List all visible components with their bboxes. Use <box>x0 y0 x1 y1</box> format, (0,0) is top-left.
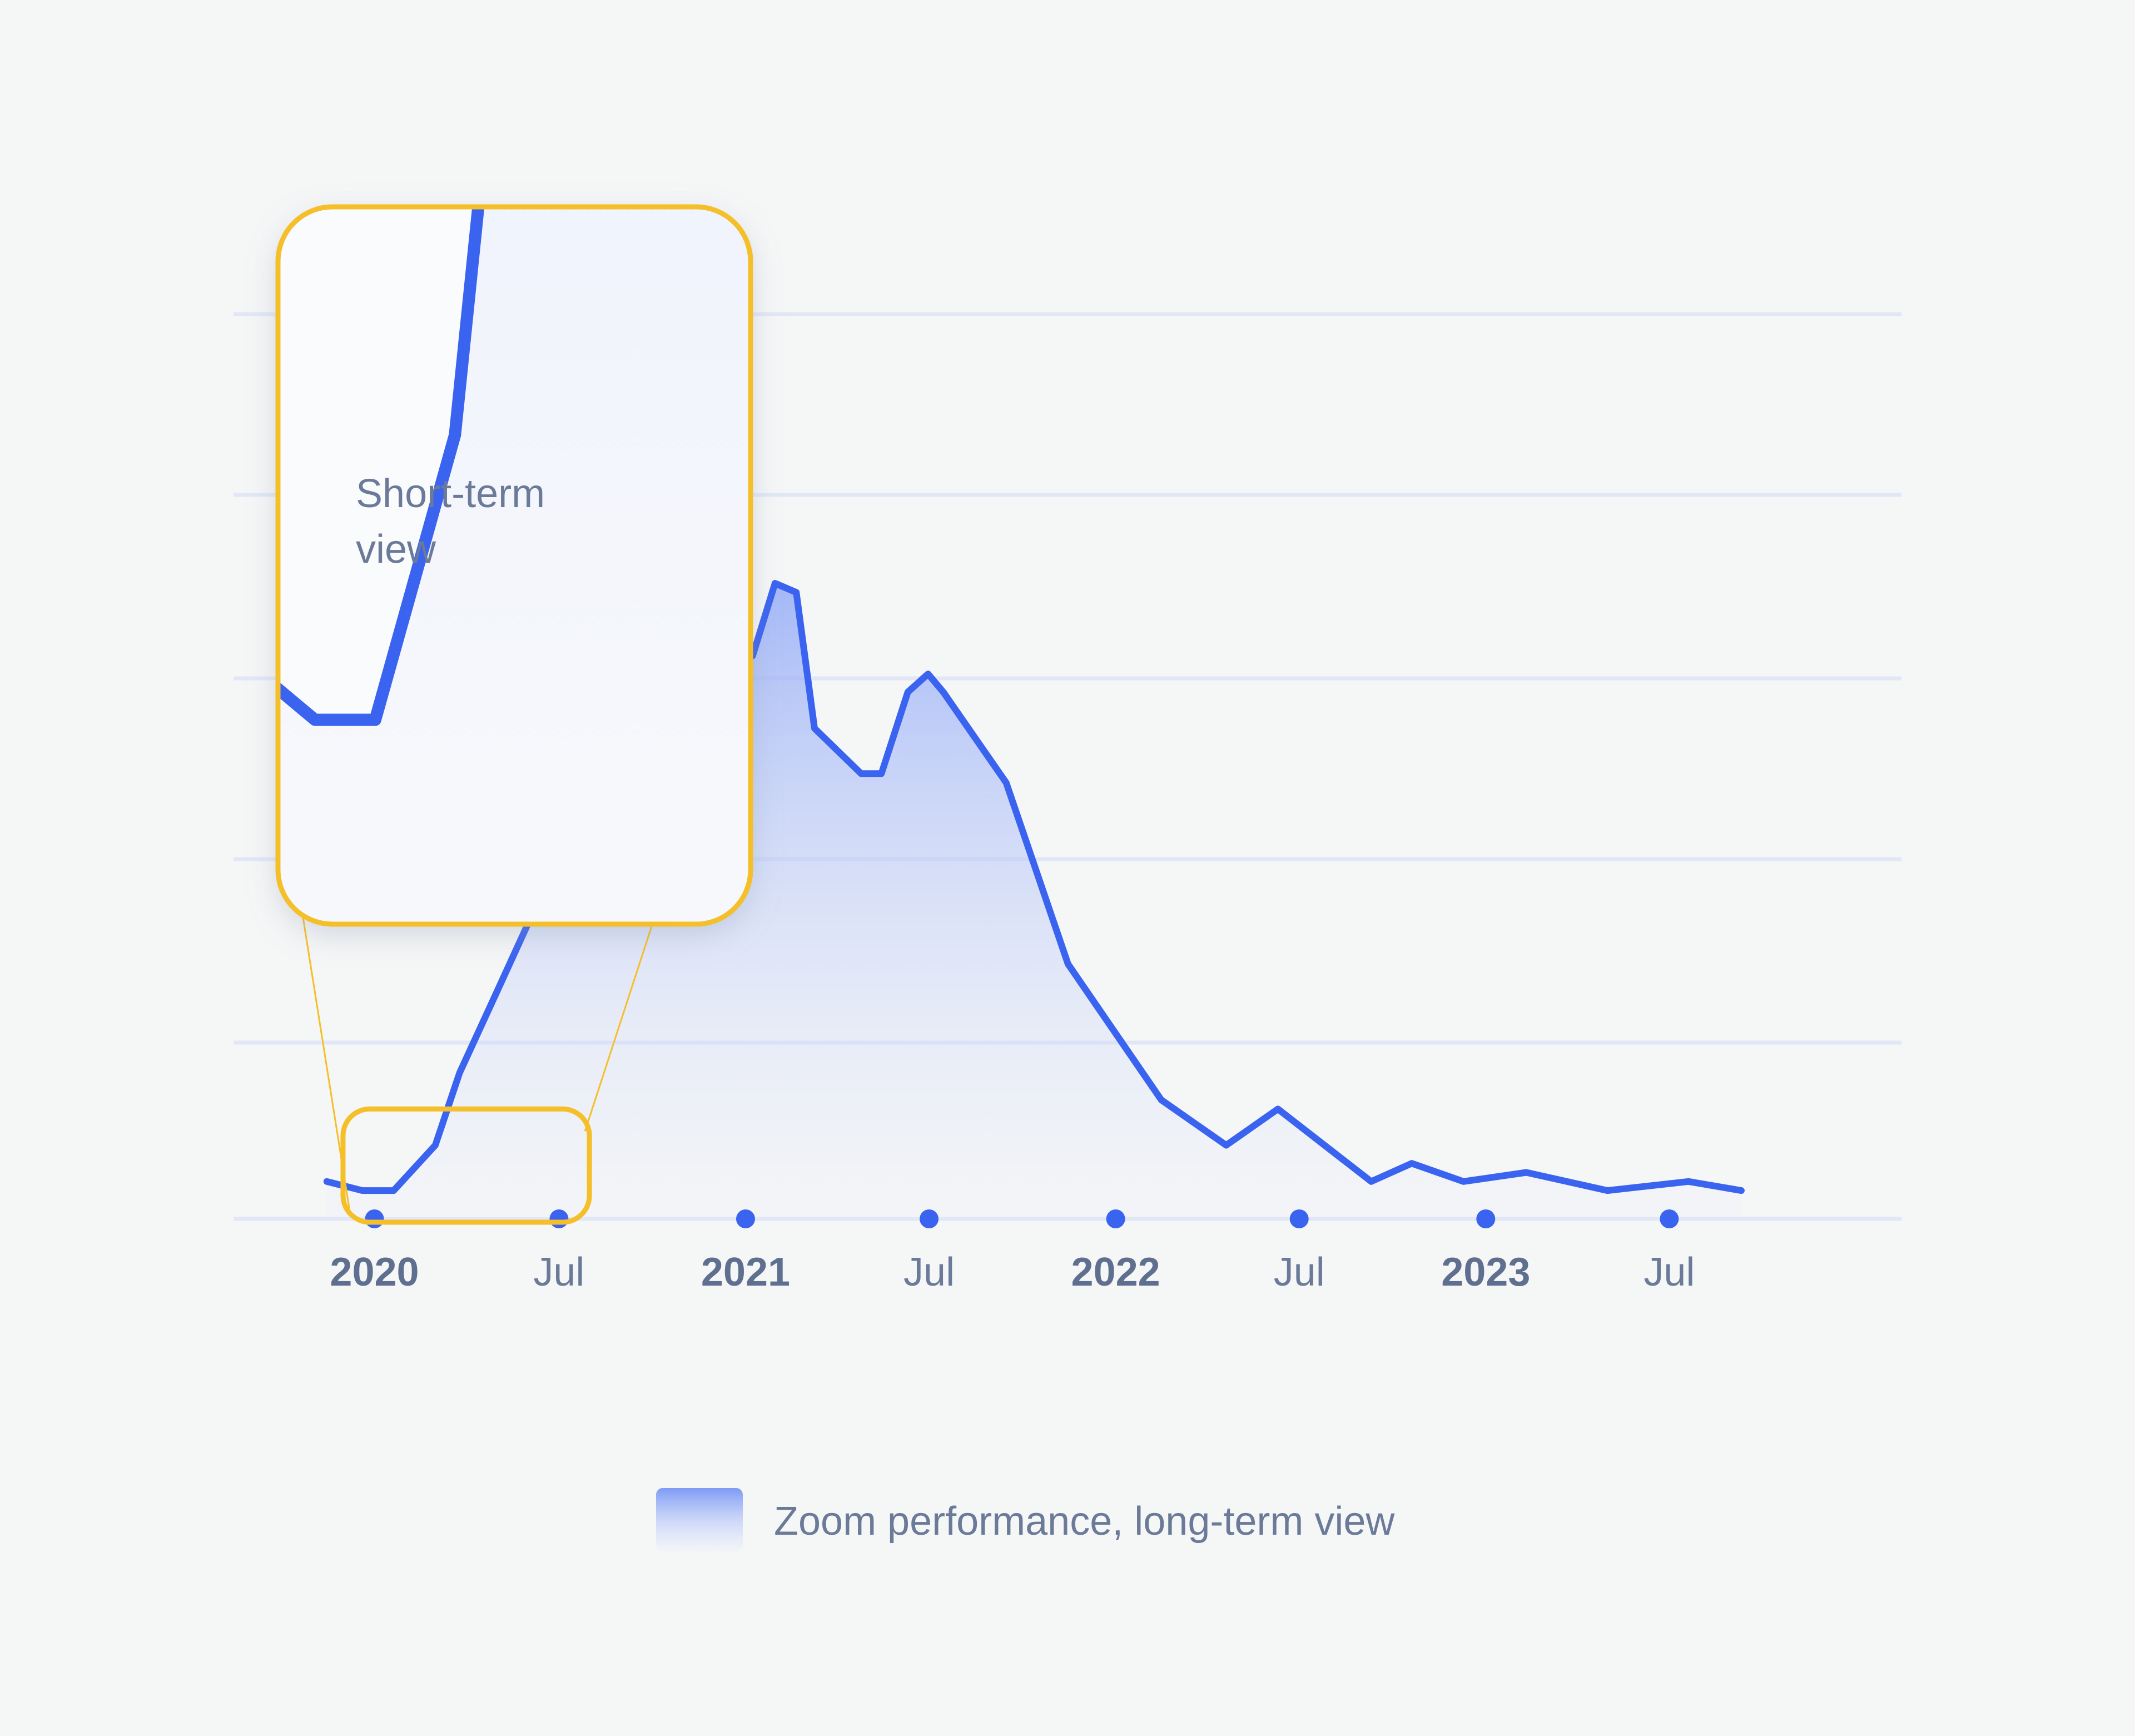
x-tick-label: Jul <box>1644 1250 1695 1294</box>
inset-label-line-1: Short-term <box>356 472 545 516</box>
inset-short-term-view: Short-term view <box>247 0 2135 952</box>
x-tick-dot <box>920 1209 939 1228</box>
inset-label-line-2: view <box>356 527 436 572</box>
x-tick-label: 2021 <box>701 1250 790 1294</box>
x-tick-dot <box>549 1209 568 1228</box>
x-tick-label: 2023 <box>1441 1250 1530 1294</box>
x-tick-dot <box>365 1209 384 1228</box>
legend-swatch <box>656 1488 743 1551</box>
x-tick-label: Jul <box>903 1250 955 1294</box>
x-tick-label: Jul <box>533 1250 584 1294</box>
x-tick-dot <box>1476 1209 1495 1228</box>
legend: Zoom performance, long-term view <box>656 1488 1395 1551</box>
x-tick-dot <box>1106 1209 1125 1228</box>
x-tick-label: 2020 <box>330 1250 419 1294</box>
x-tick-dot <box>736 1209 755 1228</box>
legend-label: Zoom performance, long-term view <box>774 1499 1395 1544</box>
x-tick-dot <box>1660 1209 1679 1228</box>
x-tick-label: 2022 <box>1071 1250 1160 1294</box>
x-tick-label: Jul <box>1274 1250 1325 1294</box>
x-tick-dot <box>1290 1209 1309 1228</box>
